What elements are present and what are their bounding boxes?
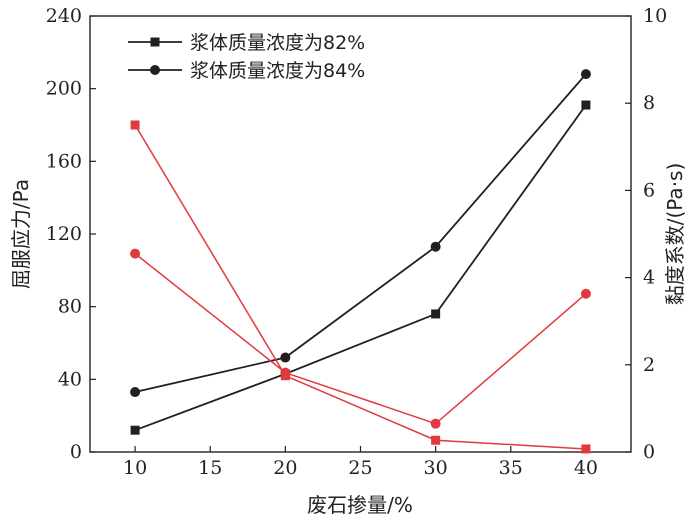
legend-item: 浆体质量浓度为82% [128,32,365,54]
y-tick-label: 40 [58,368,82,390]
y2-tick-label: 8 [643,92,655,114]
series-4 [130,248,591,429]
data-point [430,241,441,252]
series-layer [130,69,591,454]
y2-tick-label: 2 [643,354,655,376]
data-point [430,418,441,429]
data-point [580,288,591,299]
y-tick-label: 240 [46,5,82,27]
y2-tick-label: 10 [643,5,667,27]
data-point [581,100,591,110]
y-axis-title: 屈服应力/Pa [9,179,33,289]
legend-label: 浆体质量浓度为84% [190,60,365,82]
data-point [280,352,291,363]
series-line [134,124,586,450]
legend-marker [150,37,160,47]
data-point [130,120,140,130]
data-point [581,444,591,454]
series-1 [130,100,591,435]
series-line [134,73,587,393]
series-line [134,104,587,432]
x-axis-title: 废石掺量/% [307,493,413,517]
y-axis-ticks: 0 40 80 120 160 200 240 [46,5,96,463]
y-tick-label: 200 [46,78,82,100]
y2-axis-title: 黏度系数/(Pa·s) [663,163,687,306]
series-3 [130,120,591,454]
x-axis-ticks: 10 15 20 25 30 35 40 [123,446,598,479]
y-tick-label: 0 [70,441,82,463]
y2-tick-label: 0 [643,441,655,463]
x-tick-label: 35 [499,457,523,479]
y-tick-label: 80 [58,296,82,318]
legend: 浆体质量浓度为82% 浆体质量浓度为84% [128,32,365,82]
data-point [431,435,441,445]
data-point [280,367,291,378]
legend-label: 浆体质量浓度为82% [190,32,365,54]
x-tick-label: 10 [123,457,147,479]
legend-item: 浆体质量浓度为84% [128,60,365,82]
data-point [130,387,141,398]
data-point [130,248,141,259]
data-point [431,309,441,319]
series-line [134,253,587,425]
data-point [580,69,591,80]
y-tick-label: 120 [46,223,82,245]
y2-tick-label: 6 [643,179,655,201]
x-tick-label: 25 [348,457,372,479]
x-tick-label: 15 [198,457,222,479]
y2-tick-label: 4 [643,267,655,289]
x-tick-label: 20 [273,457,297,479]
y-tick-label: 160 [46,150,82,172]
x-tick-label: 30 [424,457,448,479]
y2-axis-ticks: 0 2 4 6 8 10 [625,5,667,463]
data-point [130,425,140,435]
x-tick-label: 40 [574,457,598,479]
series-2 [130,69,591,398]
legend-marker [150,65,160,75]
